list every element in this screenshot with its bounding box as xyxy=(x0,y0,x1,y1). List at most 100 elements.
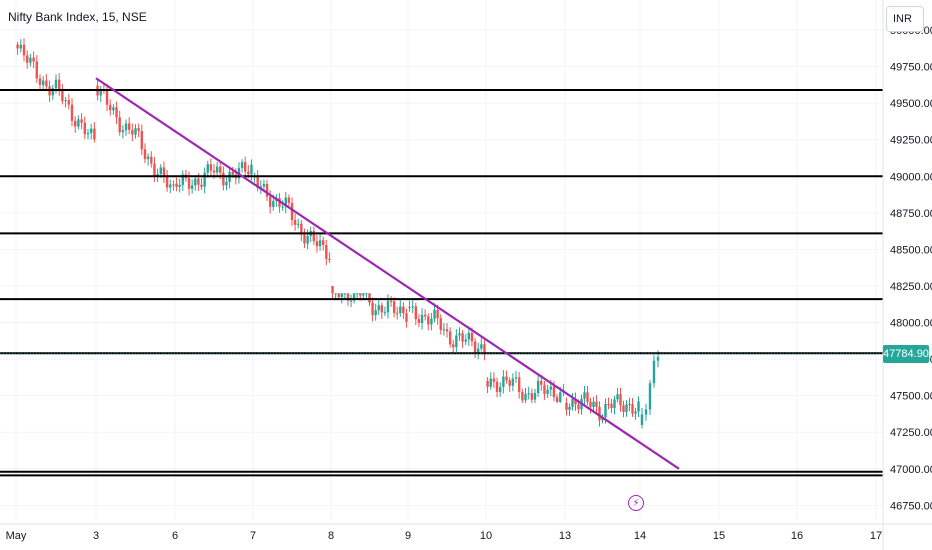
candle-body xyxy=(127,123,131,130)
chart-title: Nifty Bank Index, 15, NSE xyxy=(6,10,149,24)
candle-body xyxy=(392,301,396,313)
y-tick-label: 47250.00 xyxy=(890,427,932,439)
candle-body xyxy=(368,293,371,303)
candle-body xyxy=(405,313,408,322)
candle-body xyxy=(272,200,275,207)
x-tick-label: 16 xyxy=(791,530,803,542)
candle-body xyxy=(574,398,577,405)
candle-body xyxy=(644,409,648,415)
candle-body xyxy=(306,235,309,244)
x-tick-label: 13 xyxy=(559,530,571,542)
candle-body xyxy=(495,381,499,392)
candle-body xyxy=(153,163,156,177)
y-tick-label: 48750.00 xyxy=(890,208,932,220)
candle-body xyxy=(93,128,96,140)
candle-body xyxy=(262,184,266,187)
candle-body xyxy=(439,318,442,331)
candle-body xyxy=(555,397,559,402)
candle-body xyxy=(244,162,247,172)
candle-body xyxy=(331,285,334,294)
candle-body xyxy=(287,197,291,204)
candle-body xyxy=(374,310,377,316)
candle-body xyxy=(349,300,353,302)
candle-body xyxy=(172,184,175,186)
x-tick-label: 14 xyxy=(634,530,646,542)
candle-body xyxy=(38,78,42,85)
candle-body xyxy=(511,378,515,386)
candle-body xyxy=(637,401,640,412)
candle-body xyxy=(571,398,574,407)
candle-body xyxy=(83,122,86,135)
candle-body xyxy=(169,184,172,188)
x-tick-label: 6 xyxy=(172,530,178,542)
candle-body xyxy=(187,178,191,189)
candle-body xyxy=(473,341,477,353)
candle-body xyxy=(315,241,319,247)
candle-body xyxy=(616,394,619,400)
candle-body xyxy=(480,344,483,349)
x-tick-label: 7 xyxy=(250,530,256,542)
candle-body xyxy=(521,392,524,401)
candle-body xyxy=(352,293,356,301)
candle-body xyxy=(337,293,340,297)
candle-body xyxy=(134,128,137,135)
candle-body xyxy=(610,404,613,408)
candle-body xyxy=(178,184,181,187)
y-tick-label: 46750.00 xyxy=(890,500,932,512)
candle-body xyxy=(175,183,178,187)
lightning-bolt-icon[interactable]: ⚡ xyxy=(628,495,644,511)
trendline[interactable] xyxy=(95,77,680,470)
candle-body xyxy=(219,166,222,173)
candle-body xyxy=(32,57,35,62)
candle-body xyxy=(527,393,530,395)
candle-body xyxy=(16,44,19,49)
x-tick-label: 17 xyxy=(870,530,882,542)
candle-body xyxy=(118,117,121,133)
candle-body xyxy=(408,307,411,309)
candle-body xyxy=(598,406,601,421)
candle-body xyxy=(124,123,128,131)
candle-body xyxy=(486,381,489,387)
candle-body xyxy=(297,223,300,225)
currency-button[interactable]: INR xyxy=(886,6,924,32)
candle-body xyxy=(458,333,461,336)
candle-body xyxy=(225,182,228,186)
candle-body xyxy=(29,57,32,63)
x-tick-label: May xyxy=(6,530,27,542)
candle-body xyxy=(613,399,616,408)
candle-body xyxy=(362,293,365,296)
candle-body xyxy=(546,389,549,394)
candle-body xyxy=(452,344,455,348)
candle-body xyxy=(231,171,234,175)
candle-body xyxy=(26,55,29,63)
candle-body xyxy=(61,89,64,102)
x-tick-label: 9 xyxy=(405,530,411,542)
candle-body xyxy=(371,302,374,316)
candle-body xyxy=(303,234,306,244)
x-tick-label: 10 xyxy=(480,530,492,542)
x-tick-label: 15 xyxy=(713,530,725,542)
candle-body xyxy=(215,166,219,173)
candle-body xyxy=(222,172,225,186)
candle-body xyxy=(19,44,22,49)
candle-body xyxy=(411,306,414,308)
candle-body xyxy=(340,293,343,297)
candle-body xyxy=(499,387,502,392)
candle-body xyxy=(328,258,331,260)
y-tick-label: 49750.00 xyxy=(890,62,932,74)
candle-body xyxy=(115,107,118,118)
candle-body xyxy=(312,231,316,242)
candle-body xyxy=(203,172,206,187)
candle-body xyxy=(325,244,328,259)
candle-body xyxy=(355,293,359,295)
candle-body xyxy=(105,90,109,105)
candle-body xyxy=(470,332,474,342)
candle-body xyxy=(565,402,568,410)
candle-body xyxy=(592,401,595,407)
candle-body xyxy=(256,176,259,188)
candle-body xyxy=(54,79,58,89)
candle-body xyxy=(70,104,74,121)
